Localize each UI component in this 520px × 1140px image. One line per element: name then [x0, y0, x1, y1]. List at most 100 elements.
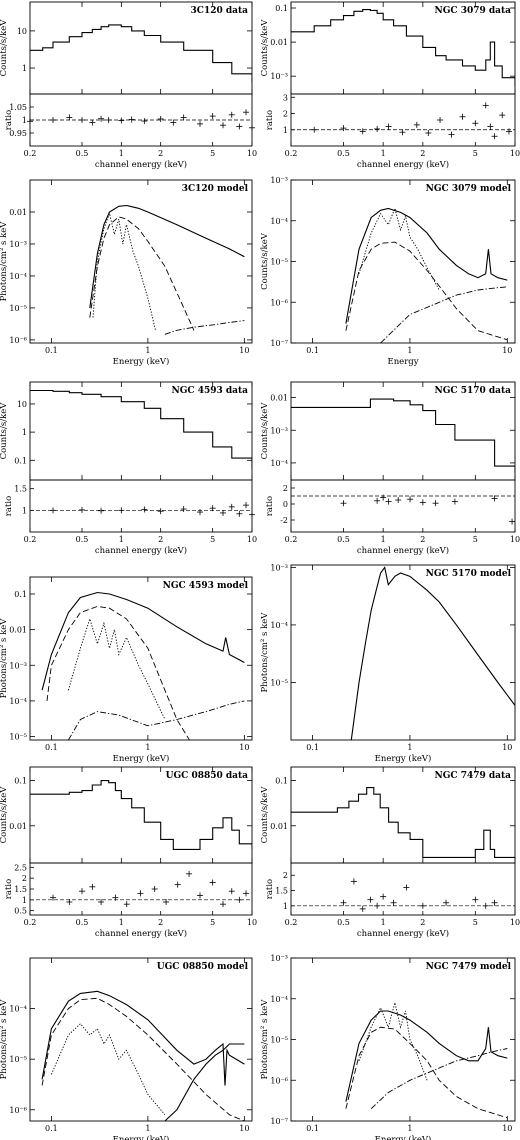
ratio-tick-label: 1.5	[14, 885, 27, 894]
y-axis-label: Photons/cm² s keV	[0, 999, 9, 1080]
y-tick-label: 0.1	[14, 777, 27, 786]
x-axis-label: channel energy (keV)	[357, 928, 449, 939]
ratio-tick-label: 1	[22, 506, 27, 515]
x-tick-label: 0.1	[45, 346, 58, 355]
ratio-tick-label: 2	[22, 874, 27, 883]
plot-frame	[290, 564, 516, 741]
x-tick-label: 2	[158, 149, 163, 158]
series-line-0	[41, 591, 245, 691]
y-tick-label: 10⁻⁴	[9, 697, 27, 706]
x-tick-label: 10	[239, 1124, 249, 1133]
ratio-tick-label: 0	[283, 500, 288, 509]
series-group	[30, 24, 252, 83]
x-tick-label: 10	[510, 149, 520, 158]
x-tick-label: 0.1	[306, 743, 319, 752]
y-tick-label: 10⁻³	[270, 563, 288, 572]
panel-title: 3C120 data	[191, 6, 249, 16]
plot-frame	[290, 766, 516, 864]
panel-title: 3C120 model	[182, 184, 249, 194]
x-tick-label: 0.2	[285, 918, 298, 927]
series-line-3	[68, 700, 245, 740]
plot-frame	[29, 576, 253, 741]
plot-frame	[290, 179, 516, 344]
plot-frame	[290, 381, 516, 481]
ratio-label: ratio	[4, 879, 14, 899]
series-group	[41, 591, 245, 740]
ratio-label: ratio	[265, 879, 275, 899]
series-group	[345, 1002, 508, 1119]
series-line-0	[291, 9, 515, 87]
series-line-2	[67, 617, 166, 720]
x-axis-label: Energy (keV)	[375, 1134, 432, 1140]
series-line-0	[291, 787, 515, 858]
ratio-tick-label: 0.95	[9, 129, 27, 138]
y-tick-label: 1	[22, 64, 27, 73]
y-tick-label: 10⁻³	[9, 240, 27, 249]
panel-title: NGC 5170 data	[434, 386, 511, 396]
x-tick-label: 1	[119, 149, 124, 158]
x-tick-label: 2	[420, 535, 425, 544]
y-tick-label: 10⁻⁴	[270, 217, 288, 226]
y-axis-label: Counts/s/keV	[260, 19, 270, 77]
panel-p7: 10⁻⁵ 10⁻⁴ 10⁻³ 0.01 0.1 NGC 4593 model Photons…	[0, 576, 253, 764]
panel-p3: 10⁻⁶ 10⁻⁵ 10⁻⁴ 10⁻³ 0.01 3C120 model Photons/c…	[0, 179, 253, 367]
panel-p12: 10⁻⁷ 10⁻⁶ 10⁻⁵ 10⁻⁴ 10⁻³ NGC 7479 model Photon…	[260, 954, 516, 1140]
series-line-3	[380, 286, 508, 343]
y-tick-label: 10⁻⁵	[270, 678, 288, 687]
x-tick-label: 1	[119, 918, 124, 927]
x-tick-label: 0.1	[306, 346, 319, 355]
y-axis-label: Counts/s/keV	[260, 402, 270, 460]
y-tick-label: 0.01	[270, 38, 288, 47]
series-line-1	[89, 216, 195, 331]
series-line-0	[291, 398, 515, 473]
plot-frame	[29, 179, 253, 344]
panel-title: UGC 08850 data	[166, 771, 249, 781]
x-tick-label: 0.2	[285, 149, 298, 158]
series-line-3	[164, 1043, 245, 1121]
x-tick-label: 10	[239, 346, 249, 355]
x-tick-label: 1	[145, 346, 150, 355]
x-tick-label: 0.5	[76, 535, 89, 544]
x-tick-label: 1	[145, 743, 150, 752]
series-group	[89, 204, 245, 335]
y-tick-label: 10⁻⁶	[9, 1106, 27, 1115]
y-tick-label: 10⁻³	[270, 176, 288, 185]
panel-p4: 10⁻⁷ 10⁻⁶ 10⁻⁵ 10⁻⁴ 10⁻³ NGC 3079 model Counts…	[260, 176, 516, 367]
series-line-3	[164, 320, 245, 335]
y-tick-label: 10⁻³	[270, 72, 288, 81]
ratio-frame	[290, 479, 516, 533]
x-tick-label: 0.2	[24, 918, 37, 927]
x-tick-label: 10	[239, 743, 249, 752]
series-group	[345, 207, 508, 343]
x-tick-label: 5	[210, 535, 215, 544]
ratio-tick-label: -2	[280, 516, 288, 525]
ratio-tick-label: 3	[283, 93, 288, 102]
x-tick-label: 5	[473, 149, 478, 158]
x-axis-label: channel energy (keV)	[95, 928, 187, 939]
panel-p10: 0.01 0.1 NGC 7479 data Counts/s/keV 1 1.5 2 rat…	[260, 766, 520, 939]
series-line-2	[92, 211, 156, 331]
x-tick-label: 10	[247, 535, 257, 544]
series-group	[30, 389, 252, 469]
ratio-tick-label: 2.5	[14, 863, 27, 872]
x-axis-label: channel energy (keV)	[95, 545, 187, 556]
x-tick-label: 10	[502, 346, 512, 355]
y-tick-label: 10⁻⁶	[9, 336, 27, 345]
y-tick-label: 10⁻⁴	[270, 459, 288, 468]
y-axis-label: Counts/s/keV	[260, 232, 270, 290]
ratio-label: ratio	[4, 496, 14, 516]
plot-frame	[29, 957, 253, 1122]
series-line-0	[41, 990, 245, 1086]
ratio-tick-label: 2	[283, 871, 288, 880]
x-tick-label: 5	[210, 149, 215, 158]
y-axis-label: Counts/s/keV	[260, 786, 270, 844]
panel-p11: 10⁻⁶ 10⁻⁵ 10⁻⁴ UGC 08850 model Photons/cm² s…	[0, 957, 253, 1140]
x-tick-label: 0.2	[24, 535, 37, 544]
ratio-label: ratio	[265, 110, 275, 130]
plot-frame	[29, 766, 253, 864]
panel-title: NGC 4593 data	[171, 386, 248, 396]
y-tick-label: 0.01	[9, 626, 27, 635]
ratio-frame	[29, 479, 253, 533]
x-tick-label: 0.5	[76, 918, 89, 927]
